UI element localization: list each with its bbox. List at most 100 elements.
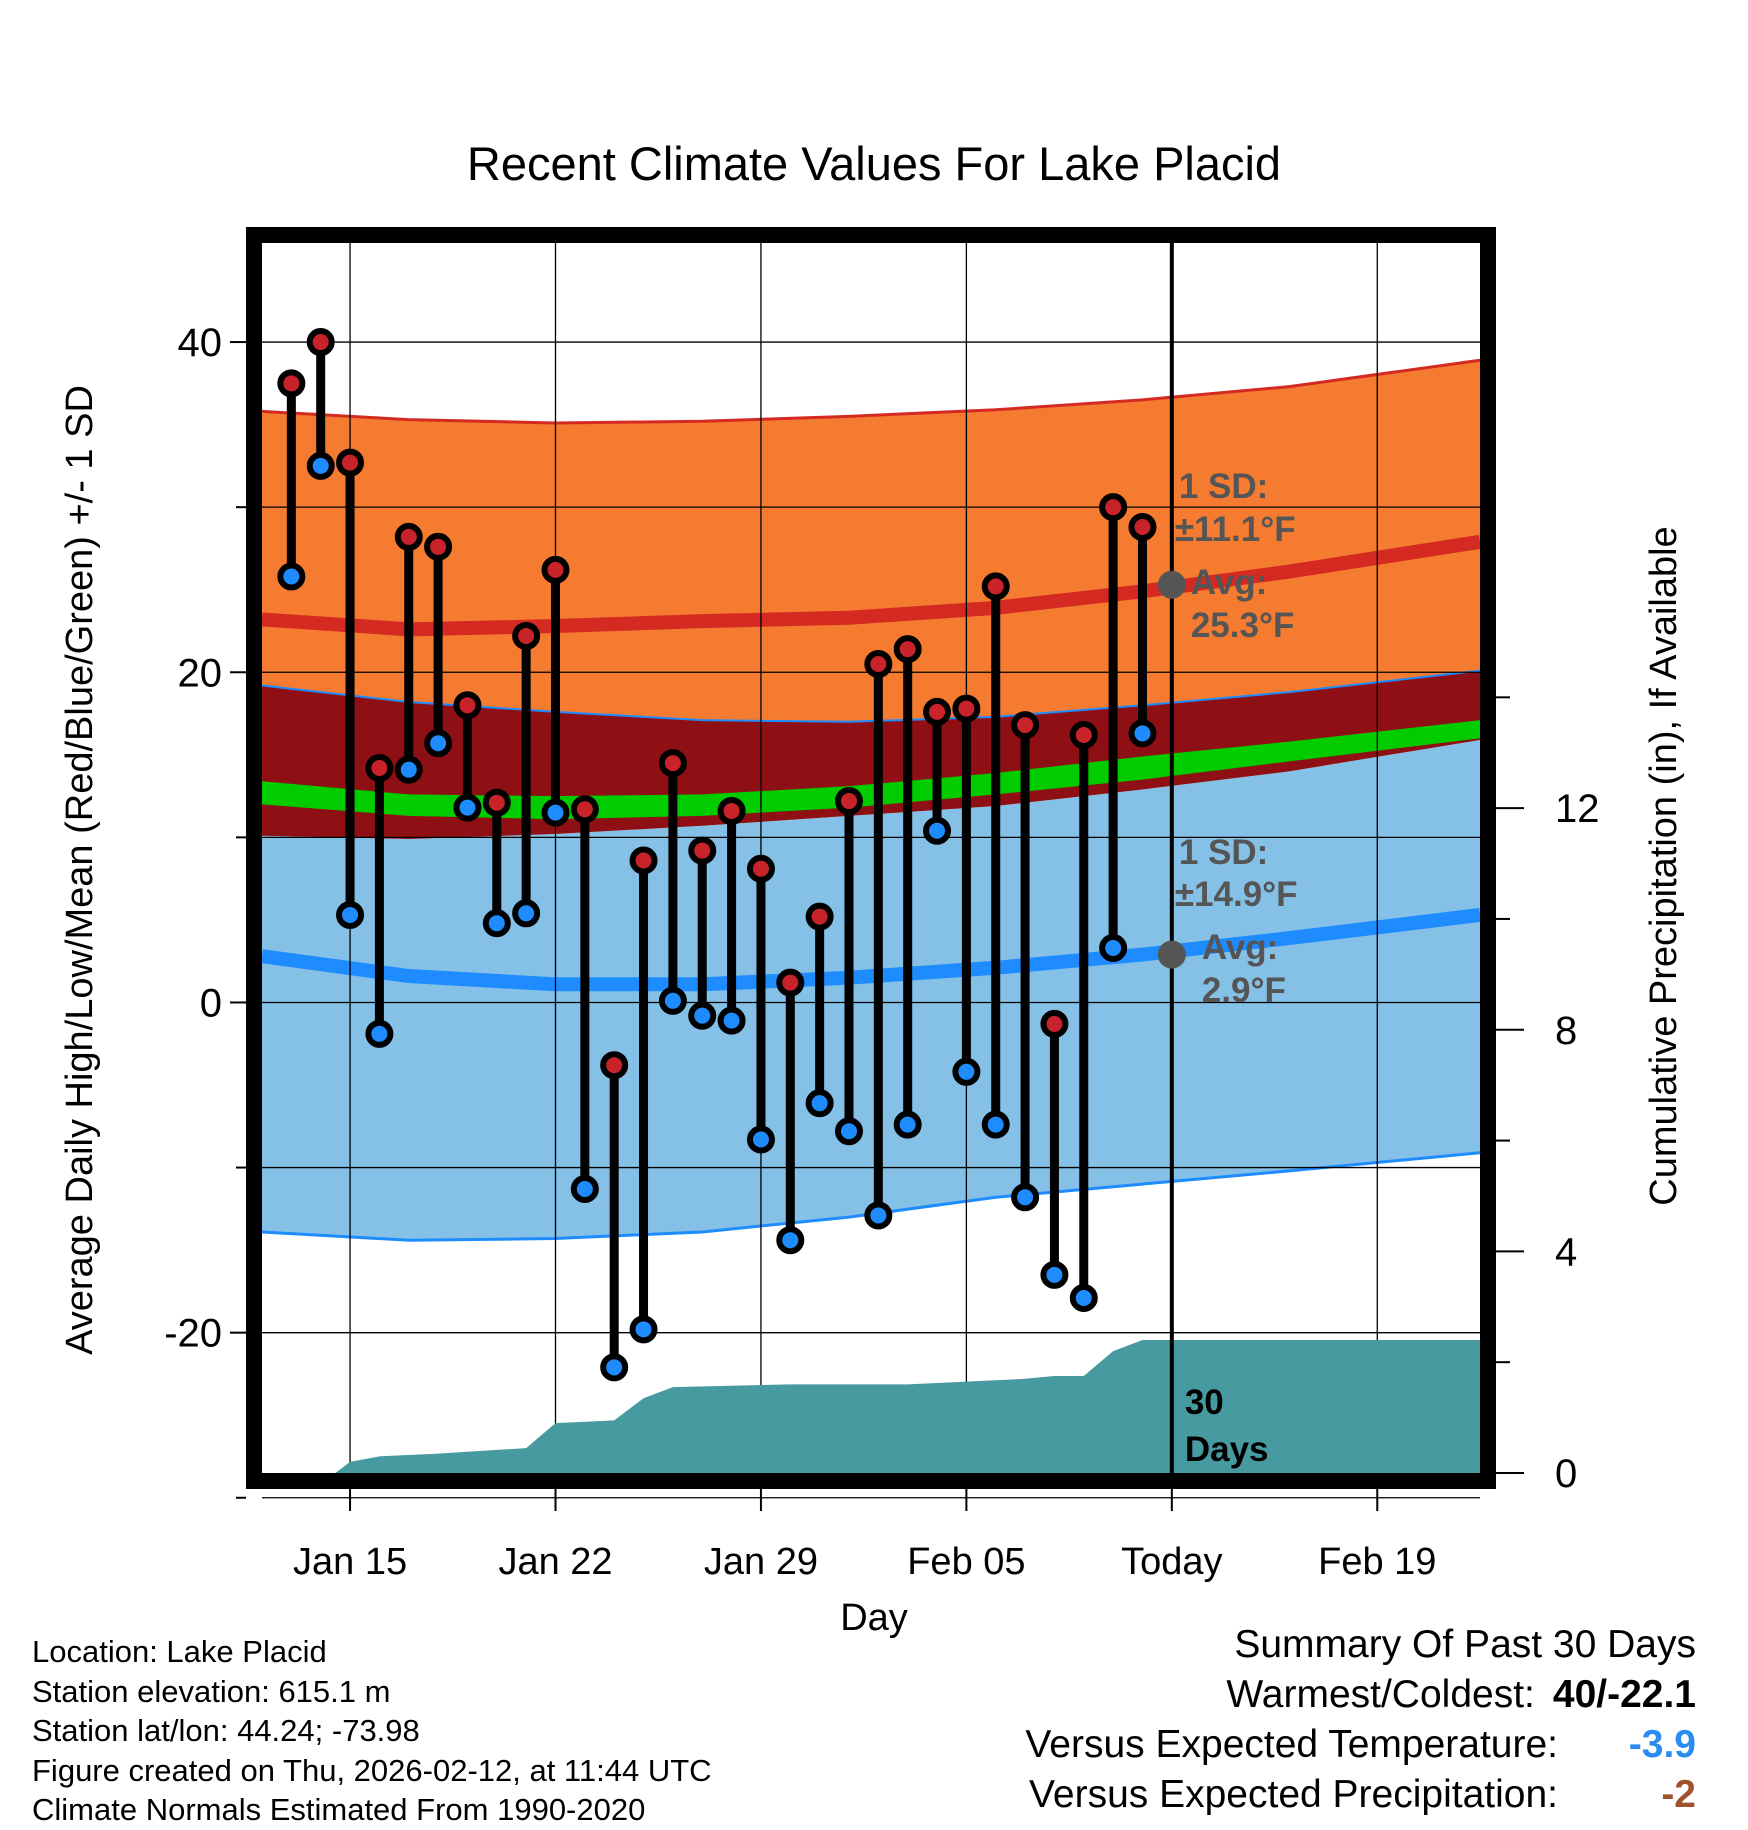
y-axis-label: Average Daily High/Low/Mean (Red/Blue/Gr… — [59, 385, 101, 1355]
warmest-coldest-label: Warmest/Coldest: — [1226, 1673, 1535, 1716]
high-point — [336, 448, 365, 477]
high-point — [512, 621, 541, 650]
low-point — [482, 909, 511, 938]
high-point — [923, 697, 952, 726]
high-point — [629, 846, 658, 875]
axes: -20 0 20 40 0 4 8 12 Jan 15 Jan 22 Jan 29 Feb 05 Tod… — [164, 227, 1600, 1583]
high-point — [658, 749, 687, 778]
low-point — [453, 793, 482, 822]
high-point — [453, 691, 482, 720]
chart-title: Recent Climate Values For Lake Placid — [467, 137, 1281, 190]
normal-bands — [261, 358, 1482, 1242]
temp-anomaly-value: -3.9 — [1628, 1723, 1696, 1766]
high-point — [1069, 721, 1098, 749]
low-point — [864, 1201, 893, 1230]
low-point — [923, 816, 952, 845]
temp-anomaly-row: Versus Expected Temperature: -3.9 — [1025, 1720, 1696, 1770]
low-point — [512, 899, 541, 928]
high-point — [1128, 512, 1157, 541]
low-point — [1128, 719, 1157, 748]
days-count-label: 30 — [1185, 1383, 1224, 1422]
high-point — [306, 328, 335, 357]
high-point — [277, 369, 306, 398]
high-point — [717, 796, 746, 825]
low-point — [541, 798, 570, 827]
low-point — [629, 1315, 658, 1344]
low-avg-label: Avg: — [1202, 928, 1278, 967]
low-point — [277, 562, 306, 591]
high-point — [688, 836, 717, 865]
low-point — [776, 1226, 805, 1255]
high-point — [424, 532, 453, 561]
y2-tick-label: 4 — [1555, 1230, 1577, 1274]
low-point — [805, 1089, 834, 1118]
high-point — [981, 572, 1010, 601]
location-text: Location: Lake Placid — [32, 1634, 327, 1669]
x-axis-label: Day — [840, 1597, 908, 1639]
precip-anomaly-value: -2 — [1661, 1773, 1696, 1816]
y-tick-label: 20 — [178, 651, 223, 695]
precipitation-area — [262, 1340, 1480, 1473]
high-point — [482, 788, 511, 817]
low-point — [570, 1175, 599, 1204]
x-tick-label: Feb 05 — [907, 1541, 1025, 1583]
low-sd-lower-edge — [261, 1151, 1481, 1242]
y2-tick-label: 0 — [1555, 1452, 1577, 1496]
warmest-coldest-value: 40/-22.1 — [1552, 1673, 1696, 1716]
summary-panel: Summary Of Past 30 Days Warmest/Coldest:… — [1025, 1620, 1696, 1820]
temperature-bars — [277, 328, 1157, 1382]
normal-high-line — [261, 534, 1482, 637]
normals-text: Climate Normals Estimated From 1990-2020 — [32, 1792, 646, 1827]
elevation-text: Station elevation: 615.1 m — [32, 1673, 391, 1709]
high-sd-label: 1 SD: — [1179, 467, 1268, 506]
precip-anomaly-row: Versus Expected Precipitation: -2 — [1025, 1770, 1696, 1820]
low-point — [336, 900, 365, 929]
low-point — [1069, 1283, 1098, 1312]
high-sd-value: ±11.1°F — [1175, 510, 1296, 549]
x-tick-label: Feb 19 — [1318, 1541, 1436, 1583]
high-point — [1099, 493, 1128, 522]
low-point — [1099, 933, 1128, 962]
low-point — [746, 1125, 775, 1154]
high-point — [952, 694, 981, 723]
x-tick-label: Jan 22 — [498, 1541, 612, 1583]
today-low-normal-marker — [1157, 940, 1186, 969]
high-point — [1011, 711, 1040, 740]
y-tick-label: 40 — [178, 321, 223, 365]
latlon-text: Station lat/lon: 44.24; -73.98 — [32, 1713, 420, 1748]
y2-axis-label: Cumulative Precipitation (in), If Availa… — [1643, 526, 1685, 1205]
y2-tick-label: 8 — [1555, 1009, 1577, 1053]
low-point — [834, 1117, 863, 1146]
created-text: Figure created on Thu, 2026-02-12, at 11… — [32, 1752, 712, 1788]
low-point — [394, 755, 423, 784]
plot-frame — [246, 227, 1496, 1489]
high-point — [834, 787, 863, 816]
low-point — [688, 1001, 717, 1030]
low-point — [424, 729, 453, 758]
y-tick-label: 0 — [200, 981, 222, 1025]
warmest-coldest-row: Warmest/Coldest: 40/-22.1 — [1025, 1670, 1696, 1720]
high-point — [746, 854, 775, 883]
low-point — [658, 986, 687, 1015]
high-point — [864, 650, 893, 679]
y2-tick-label: 12 — [1555, 787, 1600, 831]
low-point — [952, 1057, 981, 1086]
high-avg-value: 25.3°F — [1191, 606, 1295, 645]
low-point — [717, 1006, 746, 1035]
low-point — [365, 1019, 394, 1048]
y-tick-label: -20 — [164, 1312, 222, 1356]
x-tick-label: Today — [1121, 1541, 1222, 1583]
days-word-label: Days — [1185, 1430, 1269, 1469]
high-point — [570, 795, 599, 824]
station-info: Location: Lake Placid Station elevation:… — [32, 1632, 712, 1830]
low-point — [600, 1353, 629, 1382]
precip-anomaly-label: Versus Expected Precipitation: — [1029, 1773, 1558, 1816]
precipitation-layer — [262, 1340, 1480, 1473]
high-point — [805, 902, 834, 931]
low-sd-value: ±14.9°F — [1175, 875, 1298, 914]
low-point — [981, 1110, 1010, 1139]
low-sd-label: 1 SD: — [1179, 833, 1268, 872]
high-point — [600, 1051, 629, 1080]
